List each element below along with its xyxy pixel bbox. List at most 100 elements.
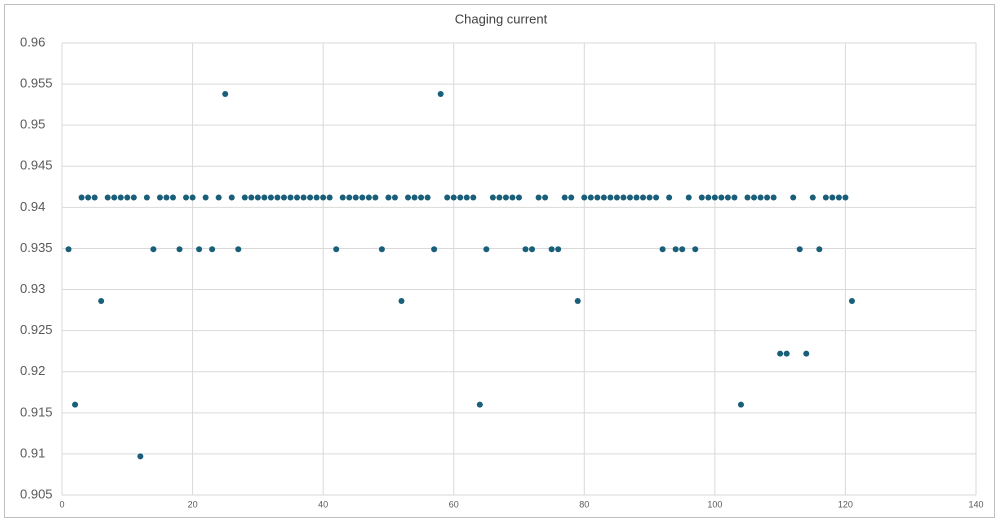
data-point [78, 194, 85, 201]
data-point [594, 194, 601, 201]
x-tick-label: 0 [59, 499, 64, 509]
data-point [757, 194, 764, 201]
data-point [783, 350, 790, 357]
data-point [835, 194, 842, 201]
data-point [391, 194, 398, 201]
data-point [489, 194, 496, 201]
data-point [294, 194, 301, 201]
data-point [516, 194, 522, 201]
data-point [842, 194, 849, 201]
x-tick-label: 120 [838, 499, 853, 509]
x-tick-label: 80 [579, 499, 589, 509]
data-point [169, 194, 176, 201]
data-point [444, 194, 451, 201]
data-point [620, 194, 627, 201]
y-tick-label: 0.95 [20, 117, 45, 132]
data-point [378, 246, 385, 253]
data-point [848, 298, 855, 305]
data-point [548, 246, 555, 253]
data-point [339, 194, 346, 201]
data-point [587, 194, 594, 201]
data-point [816, 246, 823, 253]
data-point [626, 194, 633, 201]
data-point [176, 246, 183, 253]
data-point [561, 194, 568, 201]
y-tick-label: 0.91 [20, 445, 45, 460]
data-point [685, 194, 692, 201]
data-point [372, 194, 379, 201]
y-tick-label: 0.935 [20, 240, 53, 255]
data-point [85, 194, 92, 201]
data-point [405, 194, 412, 201]
data-point [156, 194, 163, 201]
data-point [613, 194, 620, 201]
data-point [803, 350, 810, 357]
data-point [653, 194, 660, 201]
data-point [235, 246, 242, 253]
data-point [457, 194, 464, 201]
data-point [450, 194, 457, 201]
data-point [287, 194, 294, 201]
data-point [241, 194, 248, 201]
data-point [274, 194, 281, 201]
data-point [607, 194, 614, 201]
data-point [711, 194, 718, 201]
data-point [600, 194, 607, 201]
chart-frame [4, 4, 995, 518]
data-point [502, 194, 509, 201]
data-point [117, 194, 124, 201]
y-tick-label: 0.925 [20, 322, 53, 337]
data-point [705, 194, 712, 201]
data-point [72, 401, 79, 408]
data-point [248, 194, 255, 201]
data-point [718, 194, 725, 201]
data-point [646, 194, 653, 201]
data-point [359, 194, 366, 201]
data-point [640, 194, 647, 201]
data-point [809, 194, 816, 201]
data-point [98, 298, 105, 305]
data-point [261, 194, 268, 201]
data-point [581, 194, 588, 201]
data-point [790, 194, 797, 201]
data-point [411, 194, 418, 201]
data-point [770, 194, 777, 201]
y-tick-label: 0.94 [20, 199, 45, 214]
data-point [672, 246, 679, 253]
data-point [307, 194, 314, 201]
y-tick-label: 0.93 [20, 281, 45, 296]
data-point [346, 194, 353, 201]
data-point [254, 194, 261, 201]
x-tick-label: 60 [449, 499, 459, 509]
x-tick-label: 40 [318, 499, 328, 509]
data-point [509, 194, 516, 201]
x-tick-label: 100 [707, 499, 722, 509]
data-point [744, 194, 751, 201]
data-point [418, 194, 425, 201]
data-point [698, 194, 705, 201]
data-point [209, 246, 216, 253]
data-point [222, 90, 229, 97]
data-point [574, 298, 581, 305]
data-point [476, 401, 483, 408]
data-point [91, 194, 98, 201]
data-point [300, 194, 307, 201]
data-point [777, 350, 784, 357]
data-point [333, 246, 340, 253]
data-point [326, 194, 333, 201]
data-point [189, 194, 196, 201]
data-point [267, 194, 274, 201]
data-point [124, 194, 131, 201]
data-point [633, 194, 640, 201]
y-tick-label: 0.905 [20, 486, 53, 501]
y-tick-label: 0.945 [20, 158, 53, 173]
data-point [137, 453, 144, 460]
data-point [143, 194, 150, 201]
data-point [470, 194, 477, 201]
data-point [111, 194, 118, 201]
data-point [731, 194, 738, 201]
data-point [163, 194, 170, 201]
data-point [215, 194, 222, 201]
